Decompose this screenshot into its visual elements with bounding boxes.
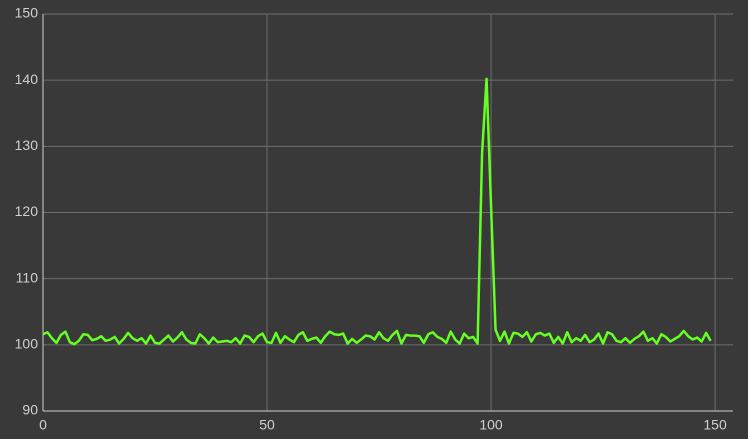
data-line <box>42 77 712 346</box>
y-tick-label: 130 <box>15 137 39 153</box>
x-tick-label: 150 <box>703 417 727 433</box>
y-tick-label: 110 <box>16 269 39 285</box>
y-tick-label: 120 <box>15 203 39 219</box>
x-tick-label: 0 <box>39 417 47 433</box>
y-tick-label: 90 <box>22 402 38 418</box>
x-tick-label: 100 <box>479 417 503 433</box>
y-tick-label: 100 <box>15 336 39 352</box>
y-tick-label: 140 <box>15 71 39 87</box>
x-tick-label: 50 <box>259 417 275 433</box>
y-tick-label: 150 <box>15 5 39 21</box>
